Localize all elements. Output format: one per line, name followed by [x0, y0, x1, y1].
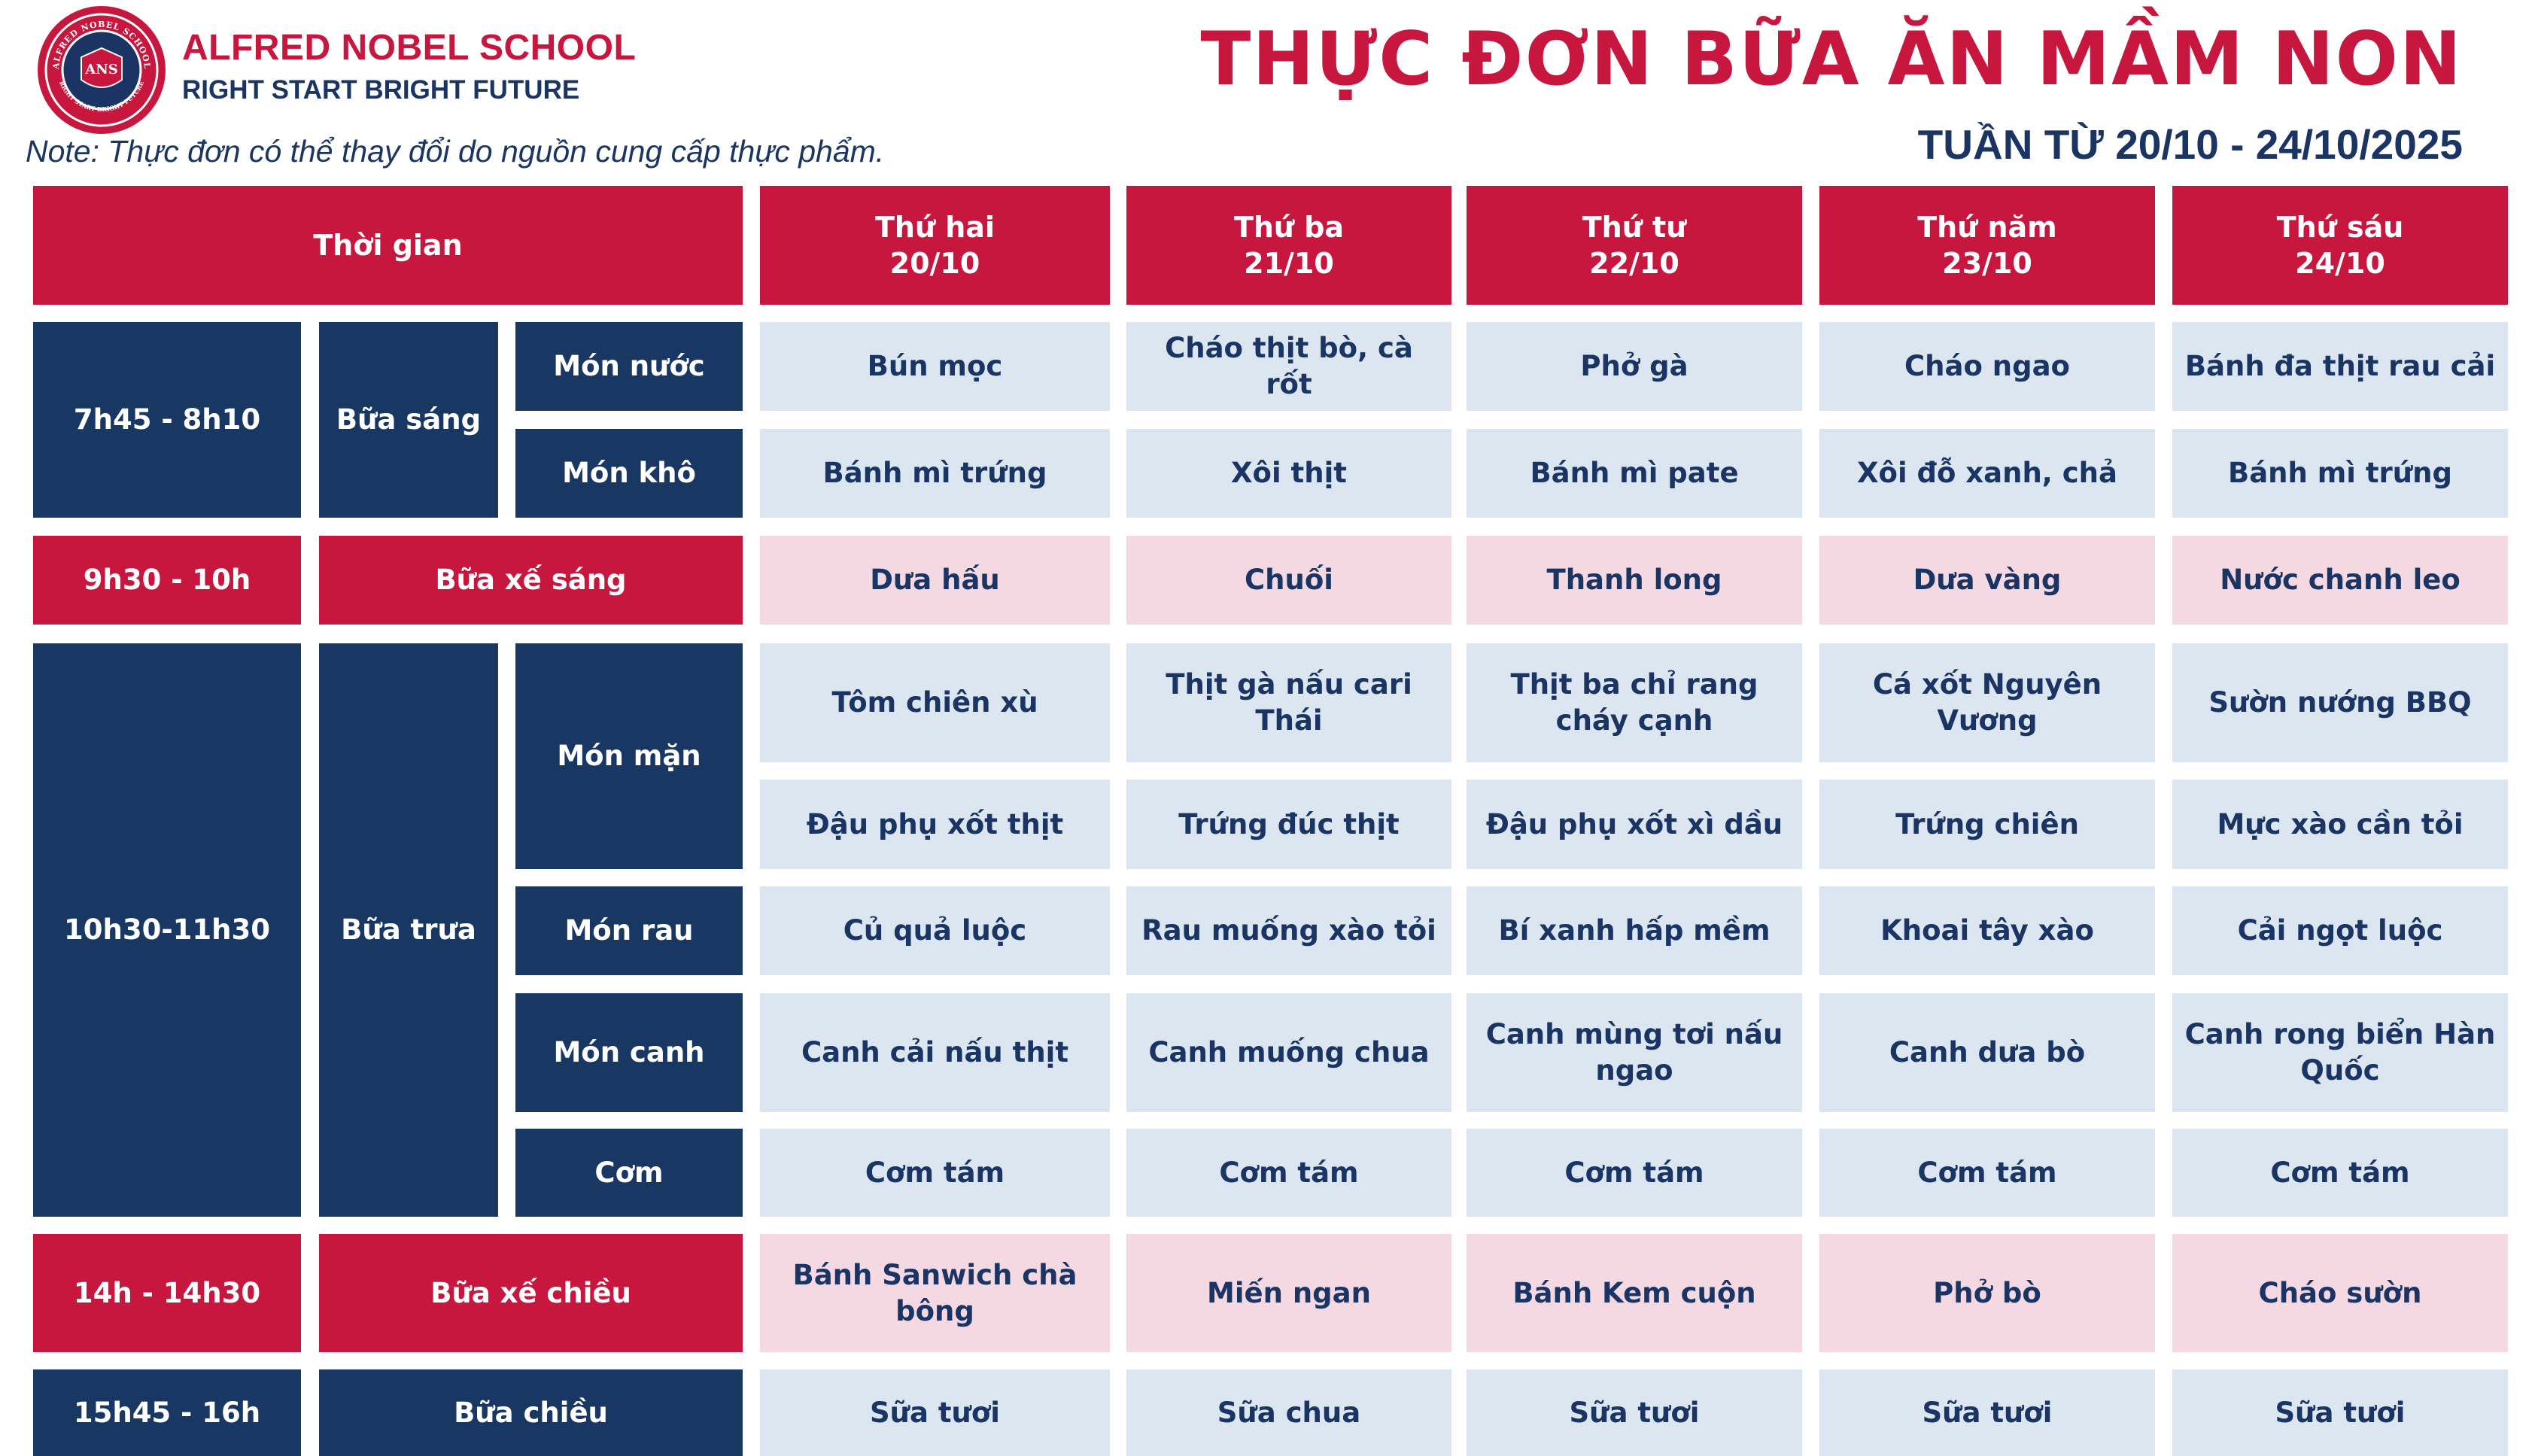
dish-mon-kho-fri: Bánh mì trứng	[2172, 429, 2508, 518]
dish-com-wed: Cơm tám	[1467, 1129, 1802, 1217]
dish-xe-chieu-tue: Miến ngan	[1126, 1234, 1451, 1352]
dish-mon-kho-mon: Bánh mì trứng	[760, 429, 1110, 518]
dish-rau-thu: Khoai tây xào	[1819, 886, 2155, 975]
dish-mon-kho-wed: Bánh mì pate	[1467, 429, 1802, 518]
dish-xe-chieu-wed: Bánh Kem cuộn	[1467, 1234, 1802, 1352]
dish-com-fri: Cơm tám	[2172, 1129, 2508, 1217]
dish-man1-mon: Tôm chiên xù	[760, 643, 1110, 762]
time-afternoon: 15h45 - 16h	[33, 1369, 301, 1456]
dish-mon-nuoc-wed: Phở gà	[1467, 322, 1802, 411]
day-date: 24/10	[2295, 247, 2385, 280]
dish-man1-wed: Thịt ba chỉ rang cháy cạnh	[1467, 643, 1802, 762]
dish-mon-nuoc-thu: Cháo ngao	[1819, 322, 2155, 411]
dish-man1-tue: Thịt gà nấu cari Thái	[1126, 643, 1451, 762]
dish-com-thu: Cơm tám	[1819, 1129, 2155, 1217]
dish-rau-fri: Cải ngọt luộc	[2172, 886, 2508, 975]
dish-chieu-mon: Sữa tươi	[760, 1369, 1110, 1456]
day-date: 21/10	[1244, 247, 1334, 280]
dish-man2-mon: Đậu phụ xốt thịt	[760, 780, 1110, 869]
day-name: Thứ sáu	[2276, 211, 2404, 244]
day-date: 23/10	[1942, 247, 2032, 280]
dish-mon-nuoc-tue: Cháo thịt bò, cà rốt	[1126, 322, 1451, 411]
day-date: 22/10	[1589, 247, 1679, 280]
dish-chieu-tue: Sữa chua	[1126, 1369, 1451, 1456]
label-mon-nuoc: Món nước	[515, 322, 743, 411]
header-day-wed: Thứ tư 22/10	[1467, 186, 1802, 305]
dish-canh-tue: Canh muống chua	[1126, 993, 1451, 1112]
header-time: Thời gian	[33, 186, 743, 305]
meal-afternoon: Bữa chiều	[319, 1369, 743, 1456]
meal-lunch: Bữa trưa	[319, 643, 498, 1217]
dish-chieu-fri: Sữa tươi	[2172, 1369, 2508, 1456]
label-mon-kho: Món khô	[515, 429, 743, 518]
dish-man2-fri: Mực xào cần tỏi	[2172, 780, 2508, 869]
header-day-thu: Thứ năm 23/10	[1819, 186, 2155, 305]
school-slogan: RIGHT START BRIGHT FUTURE	[182, 75, 580, 105]
day-name: Thứ tư	[1582, 211, 1687, 244]
dish-rau-tue: Rau muống xào tỏi	[1126, 886, 1451, 975]
dish-xe-chieu-thu: Phở bò	[1819, 1234, 2155, 1352]
header-day-tue: Thứ ba 21/10	[1126, 186, 1451, 305]
label-com: Cơm	[515, 1129, 743, 1217]
dish-xe-chieu-mon: Bánh Sanwich chà bông	[760, 1234, 1110, 1352]
dish-xe-sang-mon: Dưa hấu	[760, 536, 1110, 625]
dish-xe-sang-thu: Dưa vàng	[1819, 536, 2155, 625]
note: Note: Thực đơn có thể thay đổi do nguồn …	[26, 134, 885, 169]
dish-rau-wed: Bí xanh hấp mềm	[1467, 886, 1802, 975]
meal-afternoon-snack: Bữa xế chiều	[319, 1234, 743, 1352]
dish-mon-kho-thu: Xôi đỗ xanh, chả	[1819, 429, 2155, 518]
day-name: Thứ hai	[875, 211, 995, 244]
dish-man1-thu: Cá xốt Nguyên Vương	[1819, 643, 2155, 762]
dish-mon-nuoc-fri: Bánh đa thịt rau cải	[2172, 322, 2508, 411]
header-day-fri: Thứ sáu 24/10	[2172, 186, 2508, 305]
day-name: Thứ năm	[1917, 211, 2057, 244]
dish-man2-tue: Trứng đúc thịt	[1126, 780, 1451, 869]
label-mon-man: Món mặn	[515, 643, 743, 869]
dish-man2-wed: Đậu phụ xốt xì dầu	[1467, 780, 1802, 869]
dish-mon-kho-tue: Xôi thịt	[1126, 429, 1451, 518]
dish-xe-sang-tue: Chuối	[1126, 536, 1451, 625]
dish-xe-chieu-fri: Cháo sườn	[2172, 1234, 2508, 1352]
dish-canh-fri: Canh rong biển Hàn Quốc	[2172, 993, 2508, 1112]
school-name: ALFRED NOBEL SCHOOL	[182, 28, 637, 68]
dish-man2-thu: Trứng chiên	[1819, 780, 2155, 869]
dish-mon-nuoc-mon: Bún mọc	[760, 322, 1110, 411]
school-logo: ANS ALFRED NOBEL SCHOOL RIGHT START BRIG…	[36, 5, 167, 135]
time-afternoon-snack: 14h - 14h30	[33, 1234, 301, 1352]
dish-rau-mon: Củ quả luộc	[760, 886, 1110, 975]
label-mon-canh: Món canh	[515, 993, 743, 1112]
page-title: THỰC ĐƠN BỮA ĂN MẦM NON	[1200, 17, 2463, 102]
dish-chieu-wed: Sữa tươi	[1467, 1369, 1802, 1456]
header-day-mon: Thứ hai 20/10	[760, 186, 1110, 305]
label-mon-rau: Món rau	[515, 886, 743, 975]
dish-xe-sang-fri: Nước chanh leo	[2172, 536, 2508, 625]
dish-com-tue: Cơm tám	[1126, 1129, 1451, 1217]
dish-canh-mon: Canh cải nấu thịt	[760, 993, 1110, 1112]
dish-canh-wed: Canh mùng tơi nấu ngao	[1467, 993, 1802, 1112]
week-range: TUẦN TỪ 20/10 - 24/10/2025	[1917, 121, 2463, 168]
dish-xe-sang-wed: Thanh long	[1467, 536, 1802, 625]
meal-morning-snack: Bữa xế sáng	[319, 536, 743, 625]
dish-chieu-thu: Sữa tươi	[1819, 1369, 2155, 1456]
time-morning-snack: 9h30 - 10h	[33, 536, 301, 625]
time-breakfast: 7h45 - 8h10	[33, 322, 301, 518]
day-name: Thứ ba	[1233, 211, 1345, 244]
logo-text: ANS	[84, 62, 117, 78]
time-lunch: 10h30-11h30	[33, 643, 301, 1217]
day-date: 20/10	[889, 247, 980, 280]
dish-com-mon: Cơm tám	[760, 1129, 1110, 1217]
meal-breakfast: Bữa sáng	[319, 322, 498, 518]
dish-canh-thu: Canh dưa bò	[1819, 993, 2155, 1112]
dish-man1-fri: Sườn nướng BBQ	[2172, 643, 2508, 762]
